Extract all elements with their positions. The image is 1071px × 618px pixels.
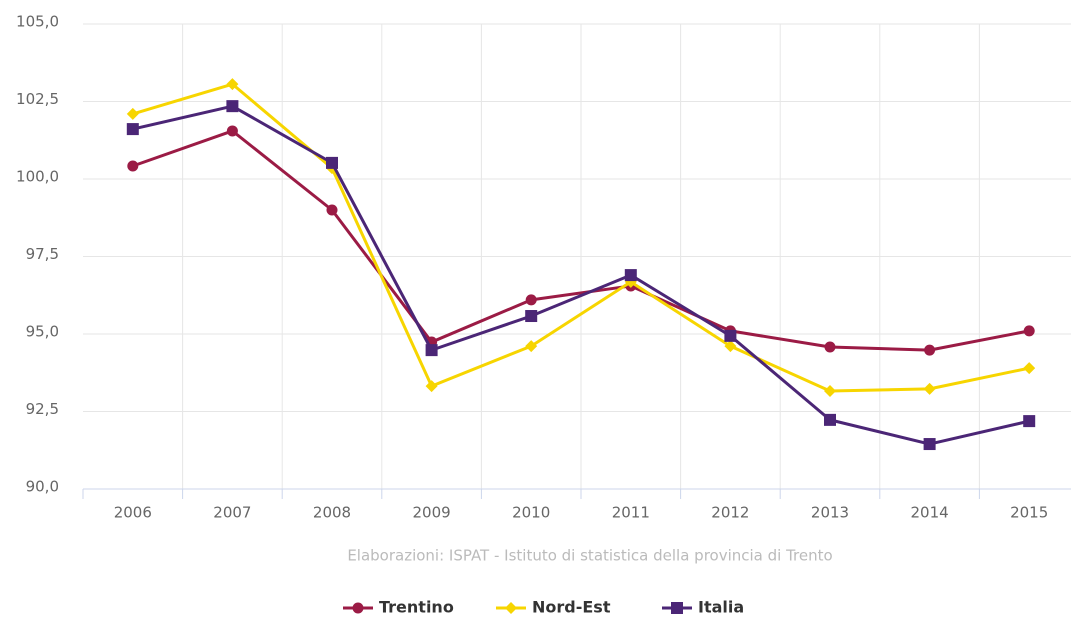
- x-tick-label: 2014: [911, 504, 949, 522]
- legend-marker: [671, 602, 683, 614]
- legend-item: Nord-Est: [496, 598, 611, 617]
- series-line: [132, 104, 1030, 446]
- y-tick-label: 92,5: [26, 400, 59, 418]
- x-tick-label: 2007: [213, 504, 251, 522]
- point: [226, 78, 239, 91]
- point: [425, 380, 438, 393]
- point: [1023, 415, 1036, 428]
- point: [1023, 362, 1036, 375]
- series-group: [127, 125, 1035, 356]
- point: [226, 100, 239, 113]
- x-tick-label: 2013: [811, 504, 849, 522]
- point: [525, 340, 538, 353]
- point: [525, 294, 537, 306]
- legend-item: Trentino: [343, 598, 454, 617]
- point: [724, 340, 737, 353]
- y-tick-label: 97,5: [26, 245, 59, 263]
- series-group: [126, 100, 1036, 451]
- point: [126, 123, 139, 136]
- point: [923, 382, 936, 395]
- point: [126, 107, 139, 120]
- point: [1023, 325, 1035, 337]
- legend-label: Italia: [698, 598, 744, 617]
- y-tick-label: 102,5: [16, 90, 59, 108]
- point: [923, 438, 936, 451]
- x-tick-label: 2009: [413, 504, 451, 522]
- point: [326, 156, 338, 169]
- point: [824, 385, 836, 398]
- legend-marker: [352, 602, 364, 614]
- point: [525, 310, 538, 323]
- legend-label: Trentino: [379, 598, 454, 617]
- series-line: [132, 129, 1030, 352]
- point: [924, 344, 936, 356]
- y-tick-label: 90,0: [26, 478, 59, 496]
- legend-item: Italia: [662, 598, 744, 617]
- x-tick-label: 2010: [512, 504, 550, 522]
- point: [425, 344, 438, 357]
- y-tick-label: 105,0: [16, 13, 59, 31]
- point: [624, 269, 637, 282]
- y-tick-label: 100,0: [16, 168, 59, 186]
- x-tick-label: 2011: [612, 504, 650, 522]
- x-tick-label: 2006: [114, 504, 152, 522]
- x-tick-label: 2008: [313, 504, 351, 522]
- x-tick-label: 2015: [1010, 504, 1048, 522]
- y-tick-label: 95,0: [26, 323, 59, 341]
- x-tick-label: 2012: [711, 504, 749, 522]
- point: [127, 160, 139, 172]
- legend-label: Nord-Est: [532, 598, 611, 617]
- source-note: Elaborazioni: ISPAT - Istituto di statis…: [347, 547, 832, 565]
- point: [824, 341, 836, 353]
- legend-marker: [505, 602, 517, 614]
- series-line: [132, 82, 1030, 393]
- point: [226, 125, 238, 137]
- point: [824, 413, 836, 426]
- point: [724, 329, 737, 342]
- point: [326, 204, 338, 216]
